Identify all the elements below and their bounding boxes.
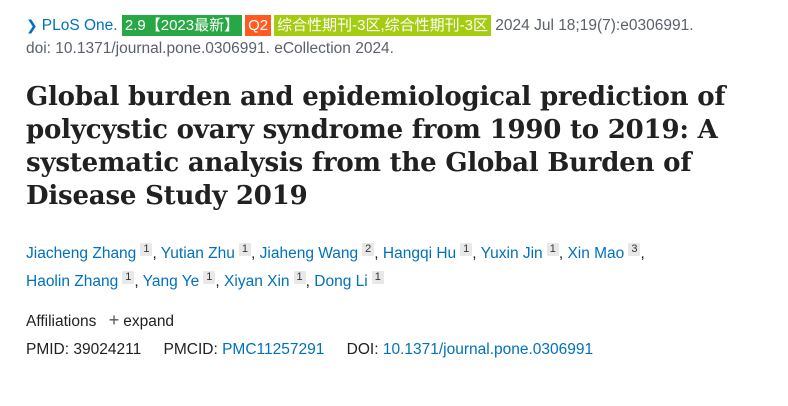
affiliation-marker[interactable]: 1 (293, 271, 306, 284)
expand-label: expand (123, 313, 175, 330)
author-link[interactable]: Hangqi Hu (382, 245, 457, 262)
quartile-badge: Q2 (245, 15, 272, 36)
affiliation-marker[interactable]: 1 (140, 243, 153, 256)
affiliations-row: Affiliations + expand (26, 309, 782, 333)
citation-line: ❯ PLoS One. 2.9【2023最新】 Q2 综合性期刊-3区,综合性期刊-3… (26, 14, 782, 37)
author-link[interactable]: Xiyan Xin (224, 273, 290, 290)
journal-link[interactable]: PLoS One. (41, 17, 118, 34)
author-link[interactable]: Jiacheng Zhang (26, 245, 137, 262)
author-link[interactable]: Jiaheng Wang (259, 245, 359, 262)
affiliation-marker[interactable]: 1 (122, 271, 135, 284)
author-link[interactable]: Yang Ye (142, 273, 200, 290)
category-badge: 综合性期刊-3区,综合性期刊-3区 (274, 15, 491, 36)
impact-factor-badge: 2.9【2023最新】 (121, 15, 243, 36)
doi-link[interactable]: 10.1371/journal.pone.0306991 (382, 341, 594, 358)
pmid-value: 39024211 (73, 341, 142, 358)
doi-line: doi: 10.1371/journal.pone.0306991. eColl… (26, 40, 394, 57)
author-list: Jiacheng Zhang 1, Yutian Zhu 1, Jiaheng Wa… (26, 243, 645, 290)
affiliations-label: Affiliations (26, 313, 97, 330)
author-link[interactable]: Yuxin Jin (480, 245, 543, 262)
plus-icon: + (108, 310, 120, 330)
author-link[interactable]: Dong Li (314, 273, 368, 290)
author-link[interactable]: Xin Mao (567, 245, 625, 262)
affiliation-marker[interactable]: 1 (546, 243, 559, 256)
identifiers-row: PMID: 39024211 PMCID: PMC11257291 DOI: 1… (26, 339, 782, 361)
chevron-right-icon: ❯ (26, 17, 38, 33)
doi-label: DOI: (346, 341, 379, 358)
expand-affiliations-button[interactable]: + expand (108, 310, 175, 330)
affiliation-marker[interactable]: 3 (628, 243, 641, 256)
affiliation-marker[interactable]: 1 (203, 271, 216, 284)
affiliation-marker[interactable]: 1 (371, 271, 384, 284)
affiliation-marker[interactable]: 1 (460, 243, 473, 256)
article-header: ❯ PLoS One. 2.9【2023最新】 Q2 综合性期刊-3区,综合性期刊-3… (26, 14, 782, 361)
author-link[interactable]: Yutian Zhu (160, 245, 235, 262)
affiliation-marker[interactable]: 1 (238, 243, 252, 256)
pmid-label: PMID: (26, 341, 70, 358)
pmcid-label: PMCID: (163, 341, 218, 358)
pmcid-link[interactable]: PMC11257291 (222, 341, 325, 358)
article-title: Global burden and epidemiological predic… (26, 82, 726, 211)
author-link[interactable]: Haolin Zhang (26, 273, 119, 290)
affiliation-marker[interactable]: 2 (362, 243, 375, 256)
citation-details: 2024 Jul 18;19(7):e0306991. (495, 17, 694, 34)
